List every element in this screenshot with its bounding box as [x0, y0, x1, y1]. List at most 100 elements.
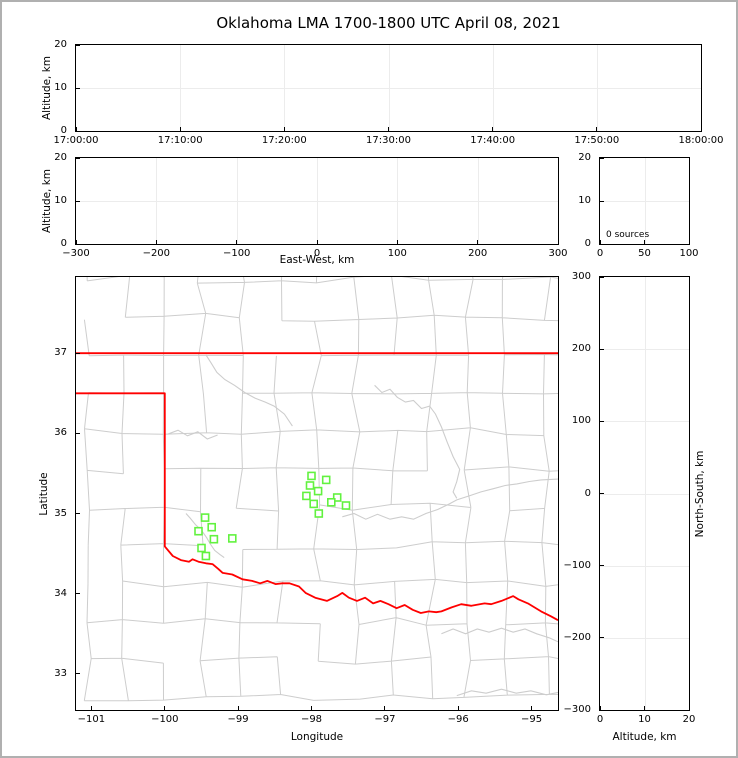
x-tick-label: 17:50:00: [574, 135, 620, 146]
tick-mark: [600, 348, 604, 350]
y-tick-label: 300: [571, 271, 591, 282]
axis-label-y: Latitude: [38, 471, 50, 516]
station-marker: [305, 481, 315, 490]
tick-mark: [179, 127, 181, 131]
station-marker: [197, 543, 206, 553]
y-tick-label: 20: [54, 152, 67, 163]
x-tick-label: 100: [387, 248, 407, 259]
river-line: [205, 354, 293, 427]
station-marker: [332, 493, 342, 502]
tick-mark: [600, 709, 604, 711]
station-marker: [327, 498, 336, 507]
x-tick-label: 17:00:00: [53, 135, 99, 146]
tick-mark: [237, 706, 239, 710]
tick-mark: [164, 706, 166, 710]
x-tick-label: 0: [313, 248, 321, 259]
tick-mark: [644, 706, 645, 710]
y-tick-label: 20: [54, 39, 67, 50]
tick-mark: [76, 593, 80, 595]
grid-line: [600, 421, 689, 423]
grid-line: [600, 349, 689, 351]
x-tick-label: 300: [548, 248, 568, 259]
tick-mark: [600, 637, 604, 639]
x-tick-label: 0: [596, 714, 604, 725]
tick-mark: [155, 240, 157, 244]
tick-mark: [457, 706, 459, 710]
tick-mark: [600, 200, 604, 202]
x-tick-label: −99: [227, 714, 249, 725]
station-marker: [194, 526, 203, 536]
tick-mark: [600, 276, 604, 278]
x-tick-label: −96: [447, 714, 469, 725]
sources-note: 0 sources: [606, 230, 650, 240]
tick-mark: [531, 706, 533, 710]
y-tick-label: 10: [54, 195, 67, 206]
station-marker: [200, 513, 210, 522]
x-tick-label: −100: [151, 714, 179, 725]
county-boundaries: [83, 277, 558, 702]
tick-mark: [236, 240, 238, 244]
tick-mark: [76, 352, 80, 354]
x-tick-label: 200: [468, 248, 488, 259]
tick-mark: [600, 243, 604, 245]
y-tick-label: 10: [578, 195, 591, 206]
river-line: [185, 513, 225, 559]
river-line: [342, 478, 558, 520]
x-tick-label: −97: [374, 714, 396, 725]
y-tick-label: 34: [54, 587, 67, 599]
axis-label-x: East-West, km: [279, 254, 355, 266]
x-tick-label: −200: [142, 248, 171, 259]
tick-mark: [600, 493, 604, 494]
x-tick-label: −101: [77, 714, 106, 725]
tick-mark: [557, 240, 559, 244]
station-marker: [313, 486, 323, 496]
x-tick-label: 17:40:00: [470, 135, 516, 146]
tick-mark: [75, 127, 77, 131]
x-tick-label: −98: [300, 714, 323, 725]
tick-mark: [76, 200, 80, 202]
tick-mark: [75, 240, 77, 244]
grid-line: [76, 88, 701, 89]
tick-mark: [283, 127, 285, 131]
station-marker: [207, 522, 216, 532]
station-marker: [302, 491, 311, 501]
tick-mark: [316, 240, 318, 244]
y-tick-label: 20: [578, 152, 591, 163]
y-tick-label: 0: [60, 238, 67, 249]
x-tick-label: 18:00:00: [678, 135, 724, 146]
axis-label-y: Altitude, km: [41, 168, 53, 234]
panel-map: [75, 276, 559, 711]
tick-mark: [600, 420, 604, 422]
y-tick-label: 100: [571, 415, 591, 427]
tick-mark: [76, 130, 80, 132]
tick-mark: [599, 240, 601, 244]
tick-mark: [600, 565, 604, 567]
x-tick-label: −95: [521, 714, 543, 725]
tick-mark: [492, 127, 494, 131]
panel-ew_height: [75, 157, 559, 245]
tick-mark: [596, 127, 598, 131]
grid-line: [600, 637, 689, 639]
grid-line: [76, 201, 558, 202]
y-tick-label: 200: [571, 343, 591, 355]
y-tick-label: −300: [563, 704, 591, 715]
tick-mark: [644, 240, 645, 244]
y-tick-label: −200: [563, 631, 591, 643]
tick-mark: [311, 706, 312, 710]
tick-mark: [599, 706, 601, 710]
y-tick-label: −100: [563, 559, 591, 571]
panel-alt_histogram: 0 sources: [599, 157, 690, 245]
y-tick-label: 33: [54, 667, 67, 679]
axis-label-x: Altitude, km: [612, 731, 677, 743]
panel-time_height: [75, 44, 702, 132]
y-tick-label: 10: [54, 82, 67, 93]
station-marker: [201, 551, 211, 561]
tick-mark: [76, 87, 80, 89]
station-marker: [309, 499, 318, 509]
river-line: [167, 429, 218, 440]
tick-mark: [688, 240, 690, 244]
grid-line: [600, 565, 689, 567]
axis-label-y: North-South, km: [694, 450, 706, 537]
y-tick-label: 35: [54, 507, 67, 519]
